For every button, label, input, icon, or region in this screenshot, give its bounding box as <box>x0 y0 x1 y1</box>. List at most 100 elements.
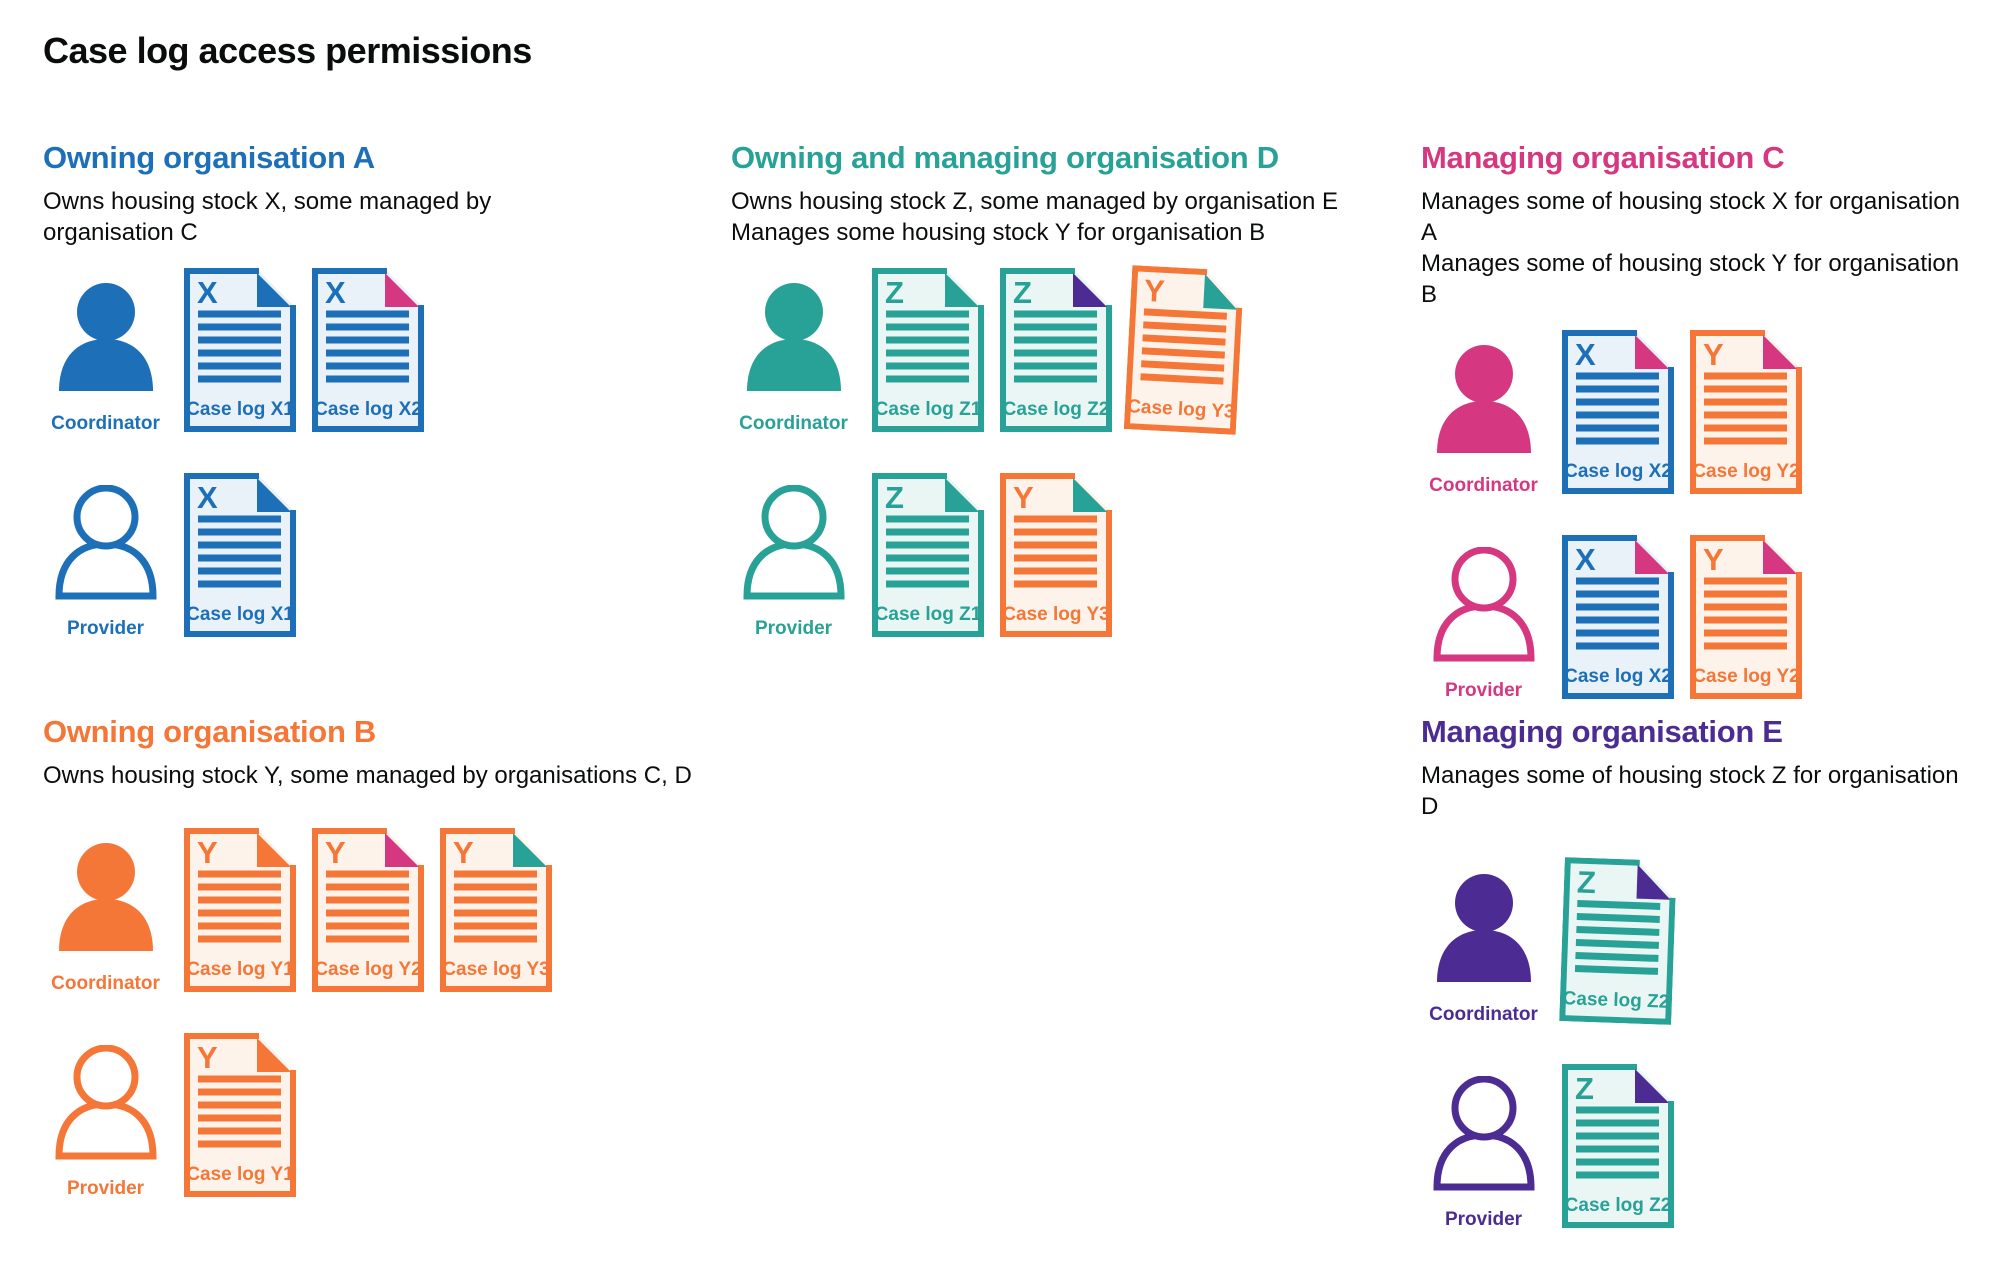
doc-border <box>184 268 296 432</box>
provider-icon <box>1432 546 1536 670</box>
section-description: Owns housing stock Z, some managed by or… <box>731 186 1391 248</box>
section-description: Owns housing stock X, some managed by or… <box>43 186 603 248</box>
doc-stock-letter: X <box>197 480 218 515</box>
doc-fold-corner <box>945 478 979 512</box>
case-log-doc: Z Case log Z2 <box>1562 1064 1674 1228</box>
case-log-doc-icon: Y Case log Y1 <box>184 828 296 992</box>
doc-border <box>184 1033 296 1197</box>
case-log-doc-icon: Y Case log Y2 <box>312 828 424 992</box>
doc-stock-letter: Y <box>1143 273 1166 309</box>
case-log-doc-icon: Y Case log Y3 <box>1000 473 1112 637</box>
case-log-docs: Y Case log Y1 Y Case log Y2 Y Case log Y… <box>184 828 552 992</box>
doc-stock-letter: Z <box>885 480 904 515</box>
section-org-c: Managing organisation C Manages some of … <box>1421 140 1981 740</box>
section-description-line: Manages some of housing stock X for orga… <box>1421 188 1960 246</box>
case-log-doc-icon: Y Case log Y3 <box>1123 265 1243 435</box>
case-log-doc: Y Case log Y3 <box>1123 265 1244 435</box>
doc-stock-letter: Z <box>1013 275 1032 310</box>
coordinator-icon <box>54 280 158 403</box>
coordinator-icon <box>1432 871 1536 994</box>
doc-border <box>1000 473 1112 637</box>
case-log-doc: X Case log X2 <box>1562 535 1674 699</box>
case-log-docs: X Case log X2 Y Case log Y2 <box>1562 535 1802 699</box>
doc-label: Case log Z1 <box>875 399 982 420</box>
provider-person-icon <box>1432 1075 1535 1191</box>
case-log-docs: X Case log X1 X Case log X2 <box>184 268 424 432</box>
section-rows: Coordinator Y Case log Y1 Y Case log Y2 … <box>43 828 703 1200</box>
doc-border <box>1690 330 1802 494</box>
person-block: Provider <box>43 1033 168 1200</box>
doc-label: Case log Z2 <box>1003 399 1110 420</box>
section-org-d: Owning and managing organisation D Owns … <box>731 140 1391 678</box>
section-org-a: Owning organisation A Owns housing stock… <box>43 140 603 678</box>
role-label: Provider <box>1444 680 1523 701</box>
doc-fold-corner <box>1073 273 1107 307</box>
section-description: Manages some of housing stock X for orga… <box>1421 186 1981 310</box>
coordinator-icon <box>54 840 158 963</box>
case-log-doc-icon: X Case log X1 <box>184 268 296 432</box>
doc-stock-letter: Y <box>1013 480 1034 515</box>
doc-border <box>1000 268 1112 432</box>
doc-fold-corner <box>1203 273 1238 310</box>
doc-label: Case log X1 <box>186 399 294 420</box>
person-block: Coordinator <box>731 268 856 435</box>
provider-row: Provider Z Case log Z2 <box>1421 1064 1981 1231</box>
provider-row: Provider X Case log X2 Y Case log Y2 <box>1421 535 1981 702</box>
role-label: Provider <box>1444 1209 1523 1230</box>
case-log-doc: X Case log X1 <box>184 473 296 637</box>
doc-stock-letter: Z <box>885 275 904 310</box>
person-block: Provider <box>731 473 856 640</box>
section-description-line: Manages some of housing stock Z for orga… <box>1421 762 1959 820</box>
person-block: Coordinator <box>43 268 168 435</box>
doc-fold-corner <box>1763 335 1797 369</box>
case-log-doc-icon: X Case log X2 <box>1562 330 1674 494</box>
section-description-line: Owns housing stock Y, some managed by or… <box>43 762 692 789</box>
section-rows: Coordinator Z Case log Z1 Z Case log Z2 … <box>731 265 1391 640</box>
case-log-doc-icon: X Case log X1 <box>184 473 296 637</box>
doc-label: Case log Z2 <box>1565 1195 1672 1216</box>
doc-stock-letter: Y <box>197 835 218 870</box>
case-log-doc-icon: X Case log X2 <box>1562 535 1674 699</box>
doc-fold-corner <box>1763 540 1797 574</box>
coordinator-row: Coordinator X Case log X1 X Case log X2 <box>43 268 603 435</box>
doc-border <box>184 828 296 992</box>
section-heading: Managing organisation E <box>1421 714 1783 749</box>
doc-fold-corner <box>1073 478 1107 512</box>
case-log-doc-icon: X Case log X2 <box>312 268 424 432</box>
case-log-doc-icon: Y Case log Y1 <box>184 1033 296 1197</box>
doc-label: Case log Y2 <box>1692 666 1799 687</box>
person-block: Coordinator <box>1421 859 1546 1026</box>
case-log-doc-icon: Z Case log Z2 <box>1562 1064 1674 1228</box>
section-heading: Owning and managing organisation D <box>731 140 1279 175</box>
coordinator-icon <box>1432 342 1536 465</box>
doc-border <box>1562 330 1674 494</box>
provider-person-icon <box>54 1044 157 1160</box>
section-description: Manages some of housing stock Z for orga… <box>1421 760 1981 822</box>
case-log-doc: Z Case log Z2 <box>1000 268 1112 432</box>
person-block: Provider <box>1421 535 1546 702</box>
case-log-doc: Y Case log Y3 <box>1000 473 1112 637</box>
doc-border <box>184 473 296 637</box>
role-label: Provider <box>66 1178 145 1199</box>
coordinator-person-icon <box>58 843 153 951</box>
doc-label: Case log Y1 <box>186 959 294 980</box>
doc-stock-letter: X <box>325 275 346 310</box>
doc-label: Case log Y1 <box>186 1164 294 1185</box>
case-log-doc-icon: Y Case log Y2 <box>1690 330 1802 494</box>
section-org-e: Managing organisation E Manages some of … <box>1421 714 1981 1269</box>
case-log-doc: X Case log X2 <box>312 268 424 432</box>
doc-fold-corner <box>945 273 979 307</box>
doc-stock-letter: Z <box>1575 1071 1594 1106</box>
case-log-doc: Z Case log Z1 <box>872 268 984 432</box>
case-log-docs: Z Case log Z1 Z Case log Z2 Y Case log Y… <box>872 265 1243 435</box>
doc-stock-letter: Y <box>1703 542 1724 577</box>
case-log-doc: Y Case log Y2 <box>1690 535 1802 699</box>
coordinator-person-icon <box>746 283 841 391</box>
case-log-doc-icon: Z Case log Z1 <box>872 268 984 432</box>
doc-fold-corner <box>257 273 291 307</box>
provider-row: Provider Z Case log Z1 Y Case log Y3 <box>731 473 1391 640</box>
case-log-doc: X Case log X1 <box>184 268 296 432</box>
case-log-doc: Y Case log Y1 <box>184 828 296 992</box>
case-log-docs: Z Case log Z2 <box>1559 857 1676 1025</box>
coordinator-row: Coordinator X Case log X2 Y Case log Y2 <box>1421 330 1981 497</box>
